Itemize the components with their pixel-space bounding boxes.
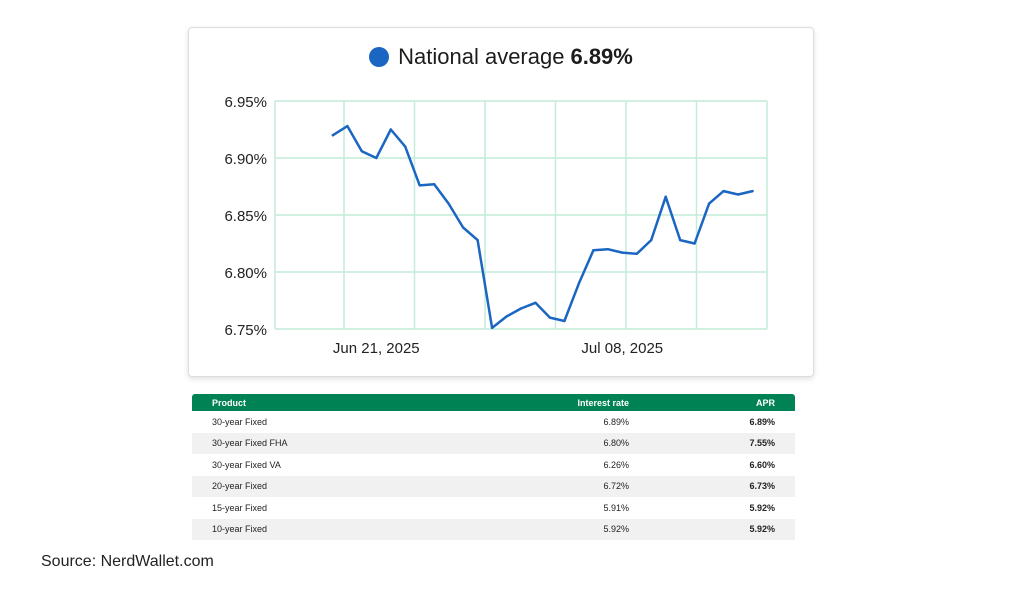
table-row: 10-year Fixed 5.92% 5.92% [192,518,795,540]
data-point [346,124,349,128]
interest-rate-cell: 6.72% [603,481,629,492]
table-row: 20-year Fixed 6.72% 6.73% [192,475,795,497]
interest-rate-cell: 6.26% [603,459,629,470]
data-point [563,319,566,323]
product-cell: 15-year Fixed [212,502,268,513]
data-point [722,189,725,193]
data-point [577,282,581,285]
data-point [751,189,754,193]
y-tick-label: 6.75% [224,322,267,339]
y-tick-label: 6.90% [224,151,267,168]
x-tick-label: Jun 21, 2025 [333,340,420,357]
y-tick-label: 6.85% [224,208,267,225]
data-point [534,301,537,304]
apr-cell: 5.92% [749,502,775,513]
data-point [389,128,392,131]
data-point [650,238,653,242]
data-point [432,183,436,186]
data-point [592,249,595,252]
data-point [490,326,494,330]
data-point [548,316,552,319]
table-header-row: Product Interest rate APR [192,394,795,411]
data-point [404,145,407,148]
apr-cell: 6.73% [749,481,775,492]
series-color-dot [369,47,390,67]
apr-cell: 6.89% [749,416,775,427]
data-point [635,252,638,255]
product-cell: 10-year Fixed [212,524,268,535]
data-point [418,184,421,187]
data-point [447,202,450,205]
chart-legend: National average 6.89% [189,44,813,70]
interest-rate-cell: 5.92% [603,524,629,535]
data-point [736,193,740,196]
product-cell: 30-year Fixed [212,416,268,427]
header-apr: APR [755,397,775,408]
table-row: 30-year Fixed FHA 6.80% 7.55% [192,432,795,454]
data-point [476,238,479,242]
product-cell: 30-year Fixed VA [212,459,281,470]
y-tick-label: 6.95% [224,94,267,111]
legend-value: 6.89% [570,44,633,69]
table-row: 30-year Fixed 6.89% 6.89% [192,411,795,433]
header-product: Product [212,397,247,408]
data-point [461,226,465,229]
data-point [693,242,696,245]
data-point [505,315,508,318]
apr-cell: 7.55% [749,438,775,449]
apr-cell: 5.92% [749,524,775,535]
interest-rate-cell: 6.89% [603,416,629,427]
series-line [331,124,754,330]
data-point [707,202,711,205]
product-cell: 30-year Fixed FHA [212,438,288,449]
legend-label: National average [398,44,565,69]
data-point [360,149,364,153]
table-row: 30-year Fixed VA 6.26% 6.60% [192,454,795,476]
data-point [621,251,624,254]
line-chart: 6.95% 6.90% 6.85% 6.80% 6.75% Jun 21, 2025 Jul… [224,94,768,357]
data-point [375,156,378,160]
data-point [664,195,667,198]
data-point [606,248,610,251]
y-tick-label: 6.80% [224,265,267,282]
interest-rate-cell: 6.80% [603,438,629,449]
data-point [678,238,682,242]
table-row: 15-year Fixed 5.91% 5.92% [192,497,795,519]
apr-cell: 6.60% [749,459,775,470]
x-tick-label: Jul 08, 2025 [581,340,663,357]
interest-rate-cell: 5.91% [603,502,629,513]
source-caption: Source: NerdWallet.com [41,553,214,570]
header-interest-rate: Interest rate [577,397,629,408]
data-point [519,307,523,310]
rates-table: Product Interest rate APR 30-year Fixed … [192,394,795,540]
chart-card: National average 6.89% 6.95% 6.90% 6.85% 6.… [188,27,814,377]
data-point [331,134,335,137]
product-cell: 20-year Fixed [212,481,268,492]
